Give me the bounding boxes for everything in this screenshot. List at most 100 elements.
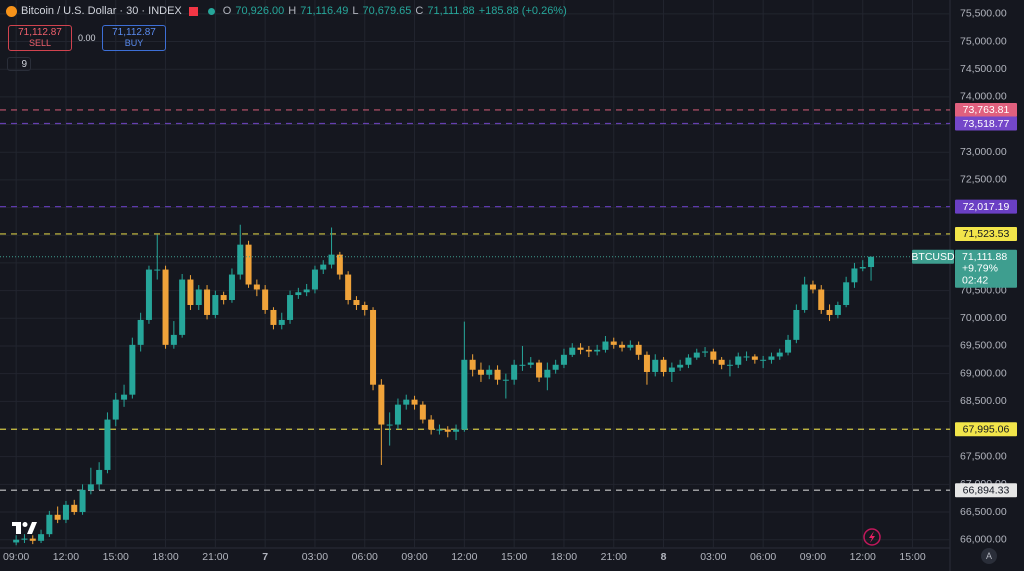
symbol-label: BTCUSD <box>911 251 955 263</box>
candle-body <box>38 534 45 541</box>
candle-body <box>818 289 825 310</box>
price-line-tag <box>955 226 1017 241</box>
change-value: +185.88 (+0.26%) <box>478 5 567 17</box>
candle-body <box>311 269 318 290</box>
candle-body <box>785 339 792 353</box>
x-tick-label: 06:00 <box>352 551 378 563</box>
candle-body <box>137 319 144 345</box>
candle-body <box>843 282 850 305</box>
candle-body <box>253 284 260 290</box>
candle-body <box>353 300 360 305</box>
candle-body <box>610 341 617 345</box>
candle-body <box>29 538 36 541</box>
candle-body <box>386 424 393 426</box>
candle-body <box>328 254 335 265</box>
candle-body <box>477 369 484 375</box>
candle-body <box>511 364 518 380</box>
candle-body <box>453 429 460 432</box>
candle-body <box>228 274 235 301</box>
candle-body <box>187 279 194 305</box>
candle-body <box>677 364 684 368</box>
last-price-tag <box>955 249 1017 288</box>
x-tick-label: 12:00 <box>451 551 477 563</box>
tv-logo-part <box>27 522 37 534</box>
low-label: L <box>352 5 359 17</box>
alert-icon-bolt <box>869 531 875 543</box>
buy-label: BUY <box>124 38 144 48</box>
candle-body <box>79 489 86 513</box>
price-line-label: 72,017.19 <box>963 201 1010 213</box>
candle-body <box>635 344 642 355</box>
price-line-tag <box>955 199 1017 214</box>
candle-body <box>195 289 202 305</box>
auto-scale-label: A <box>985 551 992 561</box>
candle-body <box>710 351 717 360</box>
candle-body <box>834 304 841 315</box>
candle-body <box>868 256 875 268</box>
candle-body <box>851 268 858 283</box>
plot-background <box>0 0 950 548</box>
spread: 0.00 <box>78 33 96 43</box>
candle-body <box>436 429 443 431</box>
candle-body <box>129 344 136 395</box>
x-tick-label: 09:00 <box>3 551 29 563</box>
x-tick-label: 12:00 <box>53 551 79 563</box>
flag-icon[interactable] <box>188 6 198 16</box>
candle-body <box>13 539 20 543</box>
price-line-tag <box>955 422 1017 437</box>
header: Bitcoin / U.S. Dollar · 30 · INDEX O 70,9… <box>6 5 567 17</box>
candle-body <box>270 309 277 325</box>
price-line-label: 71,523.53 <box>963 228 1010 240</box>
low-value: 70,679.65 <box>362 5 412 17</box>
symbol-title: Bitcoin / U.S. Dollar · 30 · INDEX <box>21 5 182 17</box>
candle-body <box>428 419 435 430</box>
candle-body <box>718 359 725 365</box>
candle-body <box>859 267 866 269</box>
candle-body <box>170 334 177 345</box>
last-price-change: +9.79% <box>962 263 998 275</box>
candle-body <box>220 295 227 301</box>
x-tick-label: 21:00 <box>202 551 228 563</box>
price-line-tag <box>955 116 1017 131</box>
close-label: C <box>415 5 424 17</box>
x-tick-label: 03:00 <box>302 551 328 563</box>
buy-button[interactable]: 71,112.87 BUY <box>102 25 166 51</box>
candle-body <box>643 354 650 372</box>
y-tick-label: 70,000.00 <box>960 312 1007 324</box>
y-tick-label: 66,000.00 <box>960 533 1007 545</box>
sell-button[interactable]: 71,112.87 SELL <box>8 25 72 51</box>
x-tick-label: 18:00 <box>152 551 178 563</box>
candle-body <box>776 352 783 357</box>
y-tick-label: 69,000.00 <box>960 367 1007 379</box>
indicators-toggle[interactable]: 9 <box>7 57 31 71</box>
x-tick-label: 15:00 <box>103 551 129 563</box>
candle-body <box>96 469 103 485</box>
candle-body <box>569 347 576 355</box>
high-value: 71,116.49 <box>300 5 349 17</box>
candle-body <box>104 419 111 470</box>
candle-body <box>735 356 742 365</box>
candle-body <box>660 359 667 372</box>
status-dot <box>207 7 215 15</box>
x-tick-label: 8 <box>661 551 667 563</box>
y-tick-label: 69,500.00 <box>960 340 1007 352</box>
candle-body <box>245 244 252 285</box>
candle-body <box>278 319 285 325</box>
y-tick-label: 67,500.00 <box>960 450 1007 462</box>
candle-body <box>411 399 418 405</box>
candle-body <box>320 264 327 270</box>
candle-body <box>403 399 410 405</box>
candle-body <box>345 274 352 301</box>
auto-scale-button[interactable]: A <box>981 548 997 564</box>
candle-body <box>693 352 700 358</box>
candle-body <box>668 367 675 372</box>
candle-body <box>237 244 244 275</box>
candle-body <box>179 279 186 335</box>
indicators-count: 9 <box>21 59 27 70</box>
y-tick-label: 75,000.00 <box>960 35 1007 47</box>
candle-body <box>419 404 426 420</box>
candle-body <box>444 429 451 432</box>
price-line-tag <box>955 483 1017 498</box>
candle-body <box>62 504 69 520</box>
